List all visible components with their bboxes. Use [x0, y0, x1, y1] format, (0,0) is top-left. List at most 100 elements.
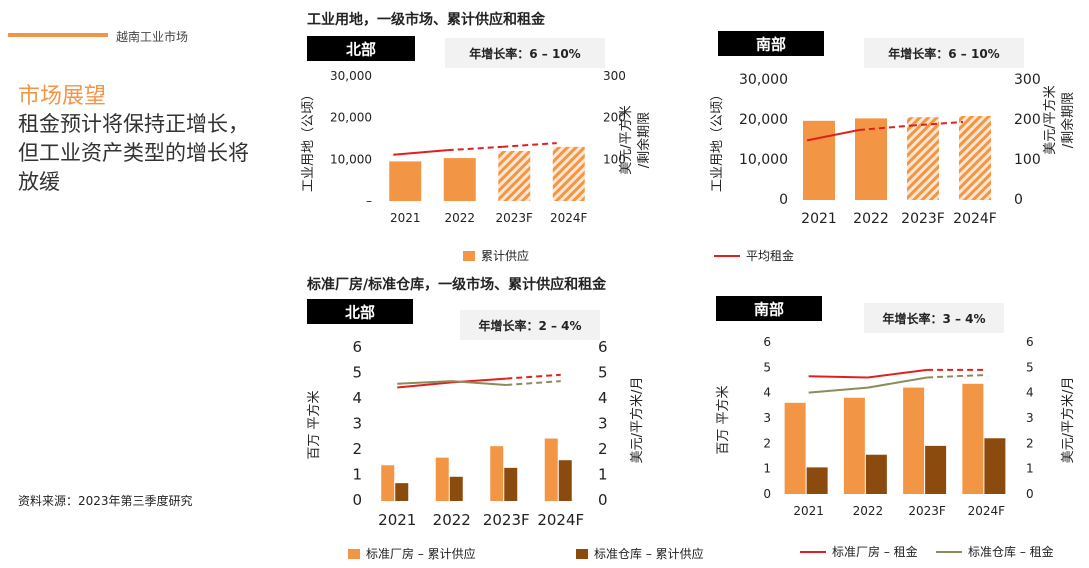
rbf_north-ytick-right: 2: [598, 440, 608, 458]
rbf_south-ylabel-left: 百万 平方米: [715, 385, 731, 454]
rbf_south-bar-secondary: [865, 454, 887, 494]
land_south-ytick-right: 200: [1014, 112, 1041, 128]
rbf_north-ytick-left: 0: [352, 491, 362, 509]
rbf_south-xtick: 2024F: [968, 504, 1006, 518]
land_south-ytick-right: 100: [1014, 152, 1041, 168]
rbf_north-region-label: 北部: [345, 304, 375, 322]
rbf_south-xtick: 2021: [793, 504, 824, 518]
rbf_north-ytick-left: 5: [352, 364, 362, 382]
rbf_north-bar-secondary: [504, 467, 518, 501]
land_south-bar-primary: [803, 120, 835, 200]
legend-warehouse-rent-label: 标准仓库 – 租金: [968, 545, 1054, 559]
land_south-ytick-right: 0: [1014, 192, 1023, 208]
rbf_south-ytick-left: 1: [763, 462, 771, 476]
rbf_south-ytick-right: 5: [1026, 360, 1034, 374]
land_north-ytick-left: 10,000: [330, 152, 372, 166]
rbf_north-xtick: 2023F: [483, 511, 530, 529]
rbf_north-ylabel-right: 美元/平方米/月: [629, 377, 645, 464]
land_south-ytick-left: 30,000: [739, 72, 788, 88]
rbf_south-bar-secondary: [806, 467, 828, 494]
outlook-body: 租金预计将保持正增长，但工业资产类型的增长将放缓: [18, 112, 249, 194]
legend-warehouse-supply-label: 标准仓库 – 累计供应: [594, 547, 704, 561]
legend-warehouse-rent-swatch: [936, 550, 962, 553]
rbf_south-bar-primary: [962, 383, 984, 494]
rbf_south-line-secondary: [927, 373, 987, 379]
rbf_south-ylabel-right: 美元/平方米/月: [1060, 377, 1076, 464]
land_north-region-label: 北部: [346, 41, 376, 59]
legend-warehouse-supply-swatch: [576, 548, 588, 559]
rbf_south-ytick-right: 1: [1026, 462, 1034, 476]
land_north-ytick-left: 20,000: [330, 111, 372, 125]
legend-warehouse-supply: 标准仓库 – 累计供应: [576, 545, 704, 562]
rbf_north-bar-secondary: [395, 483, 409, 501]
rbf_south-ytick-right: 2: [1026, 436, 1034, 450]
land_north-line-primary: [502, 142, 557, 148]
land_north-ytick-right: 100: [603, 152, 626, 166]
rbf_north-xtick: 2021: [378, 511, 416, 529]
rbf_north-region-box: [307, 299, 413, 324]
rbf_south-region-box: [716, 296, 822, 321]
rbf_north-line-primary: [397, 381, 452, 389]
land_north-region-box: [307, 36, 415, 61]
rbf_north-ytick-right: 1: [598, 466, 608, 484]
land_north-xtick: 2023F: [496, 211, 534, 225]
land_south-xtick: 2021: [801, 211, 837, 227]
rbf_north-ytick-right: 6: [598, 338, 608, 356]
land_south-ytick-left: 0: [779, 192, 788, 208]
land_north-line-primary: [447, 145, 503, 152]
land_north-ylabel-right-1: 美元/平方米: [618, 105, 634, 174]
rbf_north-bar-primary: [435, 457, 449, 501]
rbf_north-ytick-right: 5: [598, 364, 608, 382]
legend-factory-supply: 标准厂房 – 累计供应: [348, 545, 476, 562]
land_south-ylabel-left: 工业用地（公顷）: [710, 88, 725, 192]
land_south-bar-primary: [959, 116, 991, 200]
source-note: 资料来源：2023年第三季度研究: [18, 494, 193, 508]
rbf_north-growth-box: [460, 310, 600, 340]
rbf_south-region-label: 南部: [754, 301, 784, 319]
rbf_north-line-secondary: [397, 380, 452, 385]
rbf_north-bar-primary: [544, 438, 558, 501]
rbf_north-ytick-left: 6: [352, 338, 362, 356]
outlook-title: 市场展望: [18, 84, 107, 109]
land_south-line-primary: [806, 129, 860, 142]
land_north-ytick-left: 30,000: [330, 69, 372, 83]
rbf_south-line-secondary: [808, 386, 868, 394]
rbf_south-ytick-right: 0: [1026, 487, 1034, 501]
rbf_south-ytick-left: 5: [763, 360, 771, 374]
legend-rent-swatch: [714, 254, 740, 257]
land_north-ytick-right: 200: [603, 111, 626, 125]
rbf_south-growth-label: 年增长率：3 – 4%: [882, 311, 985, 326]
land_south-region-box: [718, 31, 824, 56]
land_south-ylabel-right-2: /剩余期限: [1060, 92, 1076, 148]
rbf_south-ytick-left: 3: [763, 411, 771, 425]
land_north-ylabel-right-2: /剩余期限: [636, 112, 652, 168]
land_north-xtick: 2022: [444, 211, 475, 225]
rbf_north-ytick-left: 1: [352, 466, 362, 484]
rbf_south-xtick: 2022: [853, 504, 884, 518]
land_north-ytick-right: 300: [603, 69, 626, 83]
land_south-bar-primary: [855, 118, 887, 200]
rbf_north-ylabel-left: 百万 平方米: [306, 390, 322, 459]
section-title-rbf: 标准厂房/标准仓库，一级市场、累计供应和租金: [307, 277, 607, 293]
legend-factory-rent-label: 标准厂房 – 租金: [832, 545, 918, 559]
rbf_south-line-primary: [867, 368, 928, 379]
land_north-bar-primary: [443, 158, 476, 201]
rbf_south-bar-primary: [843, 397, 865, 494]
rbf_north-bar-primary: [490, 446, 504, 501]
rbf_north-xtick: 2022: [433, 511, 471, 529]
rbf_south-bar-secondary: [984, 438, 1006, 494]
land_south-region-label: 南部: [756, 36, 786, 54]
land_north-bar-primary: [552, 146, 585, 201]
rbf_south-ytick-left: 6: [763, 335, 771, 349]
land_north-growth-box: [445, 38, 605, 68]
land_south-ytick-left: 20,000: [739, 112, 788, 128]
accent-bar: [8, 33, 108, 37]
rbf_north-ytick-right: 3: [598, 415, 608, 433]
rbf_north-ytick-right: 4: [598, 389, 608, 407]
land_south-line-primary: [858, 124, 912, 131]
legend-supply-swatch: [463, 250, 475, 261]
legend-warehouse-rent: 标准仓库 – 租金: [936, 543, 1054, 560]
rbf_north-xtick: 2024F: [537, 511, 584, 529]
rbf_north-ytick-left: 4: [352, 389, 362, 407]
land_south-xtick: 2024F: [953, 211, 997, 227]
